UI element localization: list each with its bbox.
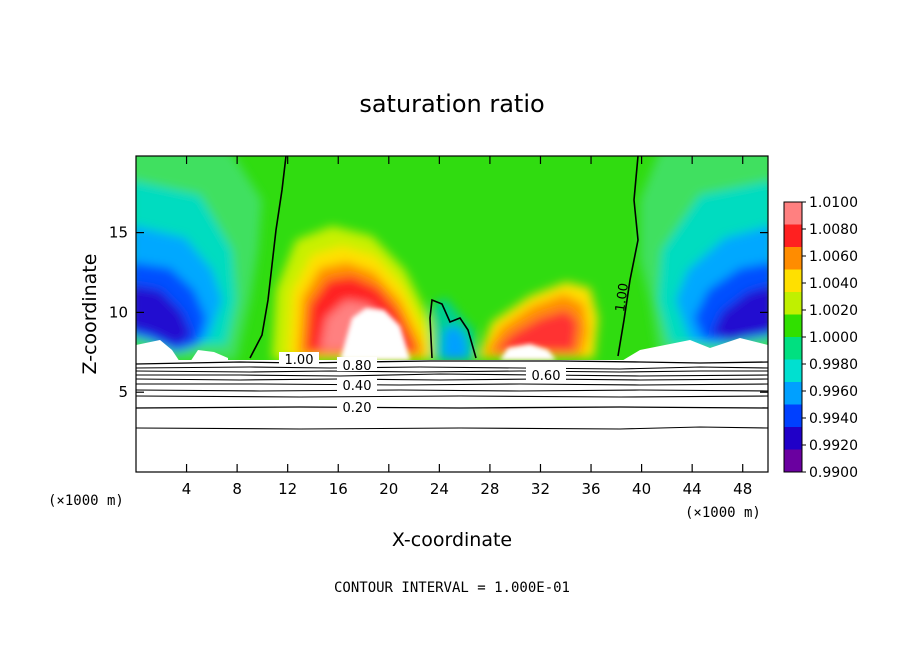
contour-label-1.00-a: 1.00 — [285, 353, 314, 368]
x-unit-label-left: (×1000 m) — [48, 493, 124, 509]
x-tick-label: 8 — [232, 480, 242, 498]
contour-lines — [136, 156, 768, 430]
contour-1-center — [429, 298, 477, 359]
x-tick-label: 16 — [329, 480, 348, 498]
contour-1-left — [249, 156, 287, 359]
colorbar-label: 0.9980 — [809, 357, 858, 373]
colorbar-label: 0.9920 — [809, 438, 858, 454]
colorbar-swatch — [784, 404, 802, 427]
x-axis-label: X-coordinate — [392, 529, 512, 551]
colorbar-swatch — [784, 382, 802, 405]
colorbar-swatch — [784, 269, 802, 292]
colorbar-label: 1.0100 — [809, 195, 858, 211]
contour-label-0.80: 0.80 — [343, 359, 372, 374]
x-tick-label: 36 — [581, 480, 600, 498]
colorbar-swatch — [784, 247, 802, 270]
x-tick-label: 48 — [733, 480, 752, 498]
x-tick-label: 24 — [430, 480, 449, 498]
colorbar-swatch — [784, 359, 802, 382]
saturation-field — [136, 156, 768, 360]
x-axis: 4 8 12 16 20 24 28 32 36 40 44 48 — [182, 156, 752, 498]
contour-label-0.40: 0.40 — [343, 379, 372, 394]
y-tick-label: 5 — [118, 383, 128, 401]
contour-1-right — [617, 156, 639, 357]
colorbar: 1.0100 1.0080 1.0060 1.0040 1.0020 1.0000 0.99… — [783, 195, 858, 481]
colorbar-label: 1.0040 — [809, 276, 858, 292]
plot-frame — [135, 155, 769, 473]
colorbar-label: 1.0020 — [809, 303, 858, 319]
contour-interval-text: CONTOUR INTERVAL = 1.000E-01 — [334, 580, 570, 596]
contour-labels: 1.00 0.80 0.40 0.20 0.60 1.00 — [279, 282, 632, 416]
colorbar-swatch — [784, 314, 802, 337]
colorbar-label: 1.0080 — [809, 222, 858, 238]
colorbar-swatch — [784, 202, 802, 225]
heatmap-field: 1.00 0.80 0.40 0.20 0.60 1.00 — [136, 156, 768, 430]
x-unit-label-right: (×1000 m) — [685, 505, 761, 521]
x-tick-label: 12 — [278, 480, 297, 498]
y-axis-label: Z-coordinate — [79, 254, 101, 375]
x-tick-label: 20 — [379, 480, 398, 498]
colorbar-label: 0.9940 — [809, 411, 858, 427]
x-tick-label: 28 — [480, 480, 499, 498]
contour-label-0.60: 0.60 — [532, 369, 561, 384]
y-axis: 5 10 15 — [109, 224, 768, 401]
colorbar-label: 0.9900 — [809, 465, 858, 481]
y-tick-label: 15 — [109, 224, 128, 242]
colorbar-label: 0.9960 — [809, 384, 858, 400]
contour-label-1.00-b: 1.00 — [613, 282, 632, 313]
colorbar-swatch — [784, 224, 802, 247]
colorbar-swatch — [784, 449, 802, 472]
x-tick-label: 40 — [632, 480, 651, 498]
x-tick-label: 44 — [683, 480, 702, 498]
y-tick-label: 10 — [109, 303, 128, 321]
colorbar-label: 1.0060 — [809, 249, 858, 265]
x-tick-label: 4 — [182, 480, 192, 498]
colorbar-label: 1.0000 — [809, 330, 858, 346]
colorbar-swatch — [784, 337, 802, 360]
contour-label-0.20: 0.20 — [343, 401, 372, 416]
colorbar-swatch — [784, 427, 802, 450]
colorbar-swatch — [784, 292, 802, 315]
x-tick-label: 32 — [531, 480, 550, 498]
chart-title: saturation ratio — [359, 90, 544, 118]
